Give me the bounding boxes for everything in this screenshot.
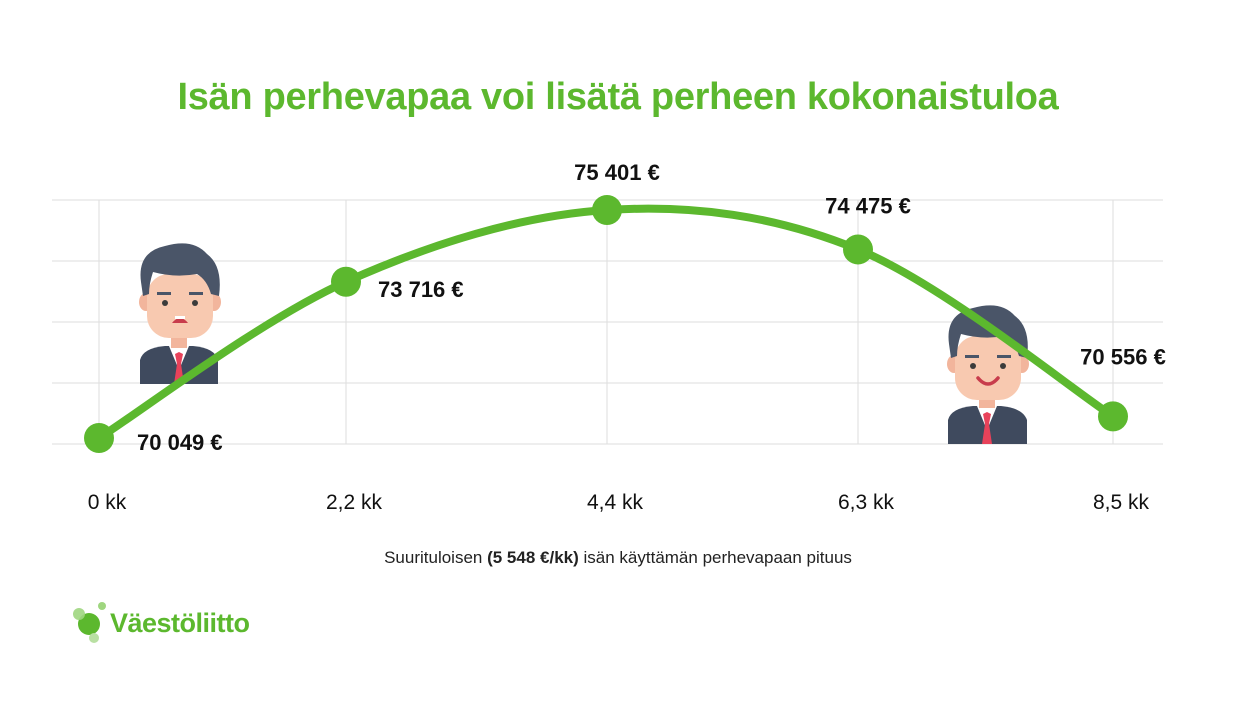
x-axis-label-suffix: isän käyttämän perhevapaan pituus xyxy=(578,548,852,567)
data-label: 70 556 € xyxy=(1080,344,1166,369)
chart-title: Isän perhevapaa voi lisätä perheen kokon… xyxy=(177,76,1059,118)
data-point xyxy=(331,266,361,297)
data-point xyxy=(84,423,114,453)
logo-bubbles-icon xyxy=(68,600,108,646)
unhappy-man-icon xyxy=(139,243,221,384)
x-tick-label: 0 kk xyxy=(88,491,127,514)
x-axis-label-prefix: Suurituloisen xyxy=(384,548,488,567)
data-label: 75 401 € xyxy=(574,160,660,185)
data-label: 74 475 € xyxy=(825,193,911,218)
vaestoliitto-logo[interactable]: Väestöliitto xyxy=(68,598,250,648)
data-labels: 70 049 € 73 716 € 75 401 € 74 475 € 70 556 € xyxy=(137,160,1166,455)
x-tick-label: 4,4 kk xyxy=(587,491,644,514)
x-axis-label-bold: (5 548 €/kk) xyxy=(487,548,579,567)
data-point xyxy=(843,234,873,265)
x-tick-label: 8,5 kk xyxy=(1093,491,1150,514)
data-label: 70 049 € xyxy=(137,430,223,455)
x-tick-label: 2,2 kk xyxy=(326,491,383,514)
happy-man-icon xyxy=(947,305,1029,444)
x-axis-label: Suurituloisen (5 548 €/kk) isän käyttämä… xyxy=(0,548,1236,568)
data-points xyxy=(84,195,1128,453)
logo-text: Väestöliitto xyxy=(110,607,250,638)
data-point xyxy=(592,195,622,225)
x-tick-labels: 0 kk 2,2 kk 4,4 kk 6,3 kk 8,5 kk xyxy=(88,491,1150,514)
data-label: 73 716 € xyxy=(378,277,464,302)
data-point xyxy=(1098,401,1128,432)
x-tick-label: 6,3 kk xyxy=(838,491,895,514)
